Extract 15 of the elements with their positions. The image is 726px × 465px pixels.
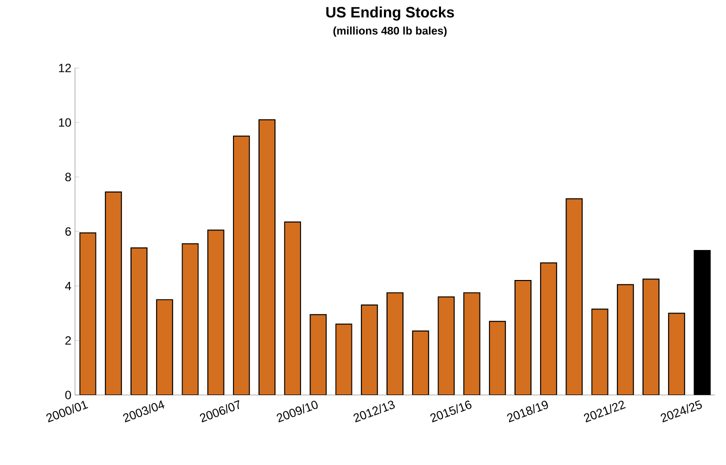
y-tick-label: 12: [59, 64, 71, 72]
chart-title: US Ending Stocks: [326, 6, 454, 21]
bar: [182, 243, 199, 395]
y-tick-label: 2: [65, 336, 71, 345]
y-tick-label: 0: [65, 390, 72, 400]
bar: [386, 292, 404, 395]
chart-subtitle: (millions 480 lb bales): [333, 26, 447, 37]
bar: [130, 247, 148, 395]
bar: [232, 136, 250, 395]
y-tick-label: 6: [65, 227, 71, 236]
y-tick-label: 10: [59, 118, 72, 127]
y-tick-label: 4: [65, 282, 72, 290]
y-tick-label: 8: [65, 172, 71, 182]
bar: [335, 324, 352, 395]
bar: [79, 232, 96, 395]
